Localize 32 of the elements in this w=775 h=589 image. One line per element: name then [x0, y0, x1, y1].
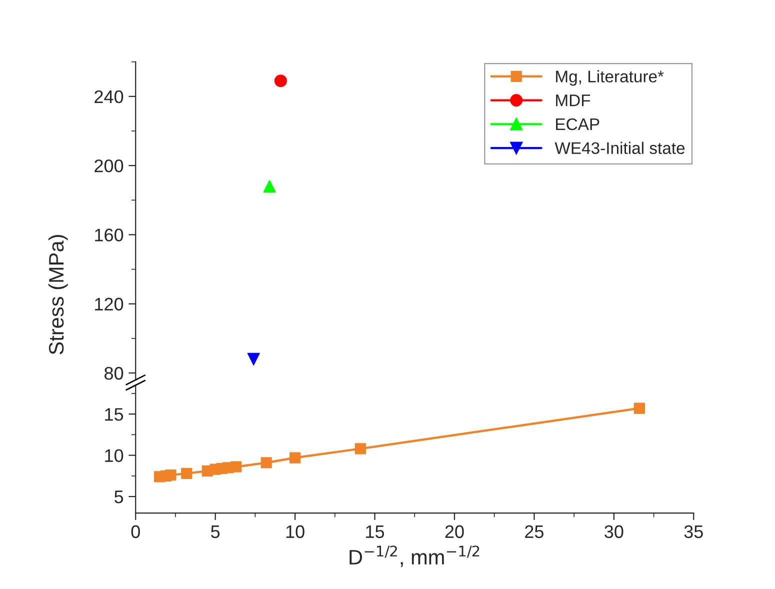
- point: [634, 402, 645, 414]
- y-axis-title: Stress (MPa): [48, 235, 68, 354]
- x-tick-label: 5: [211, 525, 220, 538]
- y-tick-label: 160: [95, 228, 124, 242]
- point: [263, 180, 276, 193]
- y-tick-label: 15: [105, 408, 124, 421]
- y-tick-label: 240: [94, 90, 124, 104]
- x-tick-label: 15: [366, 525, 384, 538]
- legend-label: MDF: [556, 94, 590, 106]
- point: [260, 457, 272, 468]
- point: [181, 468, 192, 479]
- x-axis-title: D$^{−1/2}$, mm$^{−1/2}$: [350, 546, 480, 568]
- x-tick-label: 10: [286, 525, 304, 538]
- x-tick-label: 35: [684, 525, 703, 538]
- y-tick-label: 200: [94, 159, 124, 172]
- point: [274, 74, 287, 88]
- y-tick-label: 120: [95, 298, 124, 311]
- x-tick-label: 30: [604, 525, 624, 538]
- legend-label: ECAP: [556, 118, 600, 130]
- x-tick-label: 0: [131, 525, 140, 538]
- point: [165, 470, 176, 481]
- point: [230, 461, 242, 472]
- y-tick-label: 80: [104, 366, 124, 380]
- x-tick-label: 25: [525, 525, 544, 538]
- point: [247, 352, 260, 366]
- point: [354, 443, 366, 454]
- x-tick-label: 20: [445, 525, 464, 538]
- legend-label: Mg, Literature*: [556, 70, 664, 86]
- point: [290, 452, 301, 464]
- y-tick-label: 5: [114, 490, 124, 504]
- y-tick-label: 10: [105, 449, 124, 462]
- legend-label: WE43-Initial state: [554, 142, 685, 154]
